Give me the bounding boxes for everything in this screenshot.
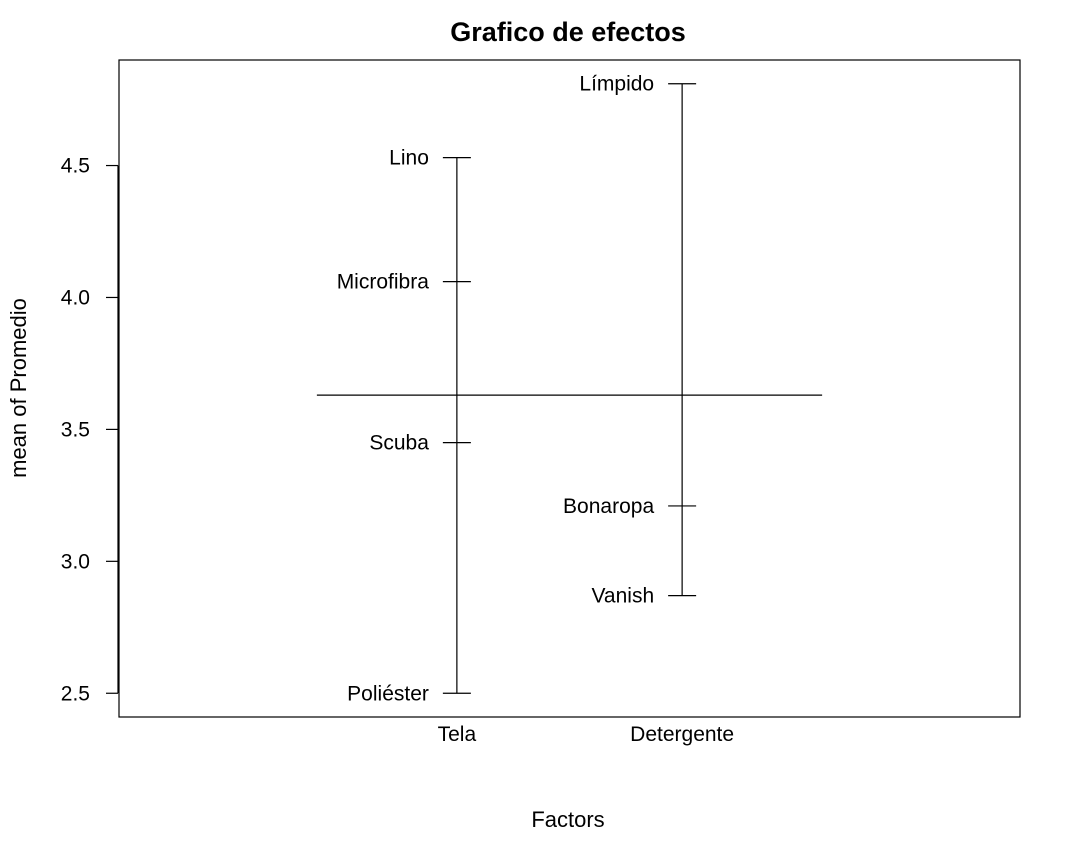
x-axis-title: Factors: [531, 807, 604, 832]
y-axis: 2.5 3.0 3.5 4.0 4.5: [61, 155, 119, 705]
chart-marks: Lino Microfibra Scuba Poliéster Límpido Bonar…: [316, 73, 823, 705]
level-label: Vanish: [591, 585, 654, 608]
level-label: Lino: [389, 147, 429, 170]
level-label: Scuba: [369, 432, 429, 455]
level-label: Poliéster: [347, 682, 429, 705]
y-axis-title: mean of Promedio: [6, 298, 31, 478]
level-label: Bonaropa: [563, 495, 654, 518]
plot-frame: [118, 59, 1021, 718]
level-label: Microfibra: [337, 271, 430, 294]
y-tick-label: 4.5: [61, 155, 90, 178]
x-tick-label: Tela: [438, 723, 477, 746]
x-tick-label: Detergente: [630, 723, 734, 746]
y-tick-label: 3.0: [61, 550, 90, 573]
x-axis: Tela Detergente: [438, 723, 734, 746]
chart-title: Grafico de efectos: [450, 17, 686, 47]
level-label: Límpido: [579, 73, 654, 96]
y-tick-label: 4.0: [61, 286, 90, 309]
y-tick-label: 3.5: [61, 418, 90, 441]
y-tick-label: 2.5: [61, 682, 90, 705]
